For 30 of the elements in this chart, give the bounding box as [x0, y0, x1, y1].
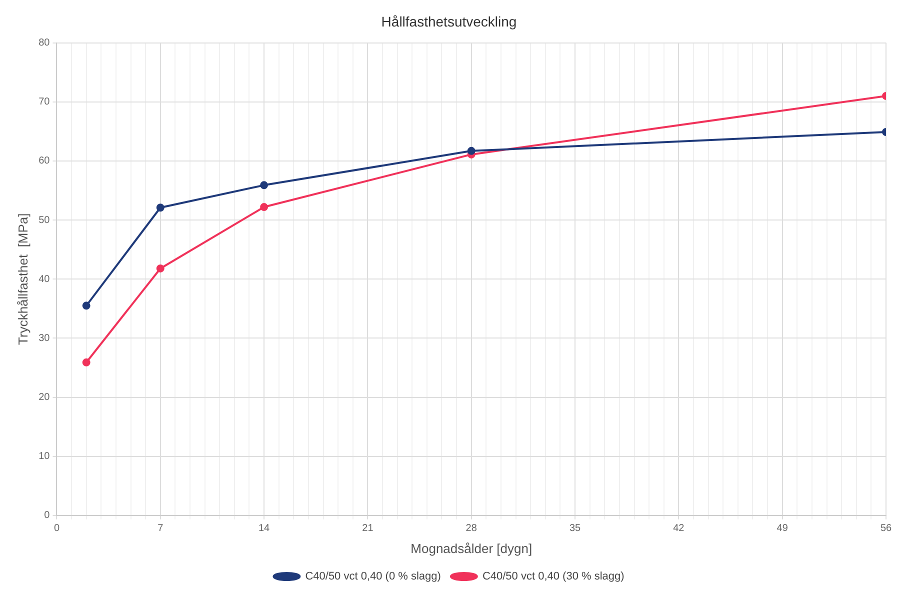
x-tick-label: 14	[258, 523, 270, 534]
y-tick-label: 10	[38, 451, 50, 462]
point	[260, 203, 268, 212]
y-tick-label: 40	[38, 274, 50, 285]
y-tick-label: 0	[44, 510, 50, 522]
point	[260, 181, 268, 190]
x-tick-label: 56	[880, 523, 892, 534]
x-tick-label: 21	[362, 523, 374, 534]
point	[82, 358, 90, 366]
point	[156, 204, 164, 212]
x-tick-label: 42	[673, 523, 685, 534]
point	[82, 302, 90, 310]
y-tick-label: 80	[38, 38, 50, 49]
x-tick-label: 49	[776, 523, 788, 534]
y-tick-label: 20	[38, 392, 50, 403]
y-tick-label: 70	[38, 96, 50, 108]
chart-title: Hållfasthetsutveckling	[381, 13, 517, 30]
y-axis-title: Tryckhållfasthet [MPa]	[15, 213, 30, 345]
x-tick-label: 35	[569, 523, 582, 534]
point	[156, 264, 164, 272]
legend-label: C40/50 vct 0,40 (0 % slagg)	[305, 570, 441, 583]
y-tick-label: 30	[38, 332, 50, 344]
legend-label: C40/50 vct 0,40 (30 % slagg)	[482, 570, 624, 583]
point	[467, 146, 476, 155]
x-tick-label: 0	[54, 523, 60, 534]
y-tick-label: 50	[38, 214, 50, 226]
y-tick-label: 60	[38, 156, 50, 167]
x-axis-title: Mognadsålder [dygn]	[410, 540, 532, 556]
x-tick-label: 28	[466, 523, 478, 534]
x-tick-label: 7	[158, 523, 164, 534]
